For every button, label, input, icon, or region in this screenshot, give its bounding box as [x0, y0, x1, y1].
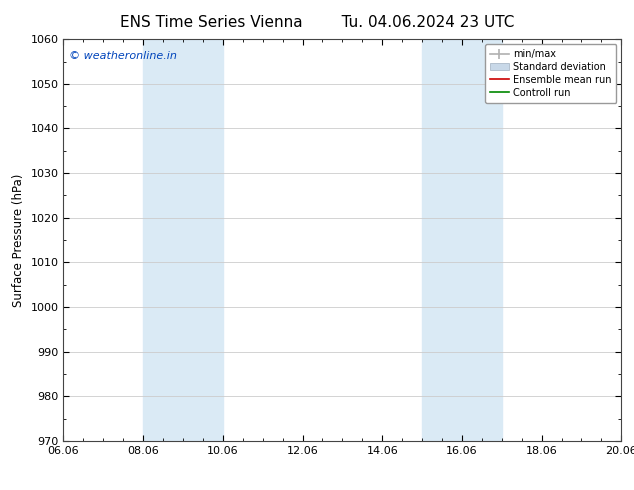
Bar	[143, 39, 223, 441]
Text: © weatheronline.in: © weatheronline.in	[69, 51, 177, 61]
Bar	[422, 39, 501, 441]
Y-axis label: Surface Pressure (hPa): Surface Pressure (hPa)	[12, 173, 25, 307]
Text: ENS Time Series Vienna        Tu. 04.06.2024 23 UTC: ENS Time Series Vienna Tu. 04.06.2024 23…	[120, 15, 514, 30]
Legend: min/max, Standard deviation, Ensemble mean run, Controll run: min/max, Standard deviation, Ensemble me…	[485, 44, 616, 102]
